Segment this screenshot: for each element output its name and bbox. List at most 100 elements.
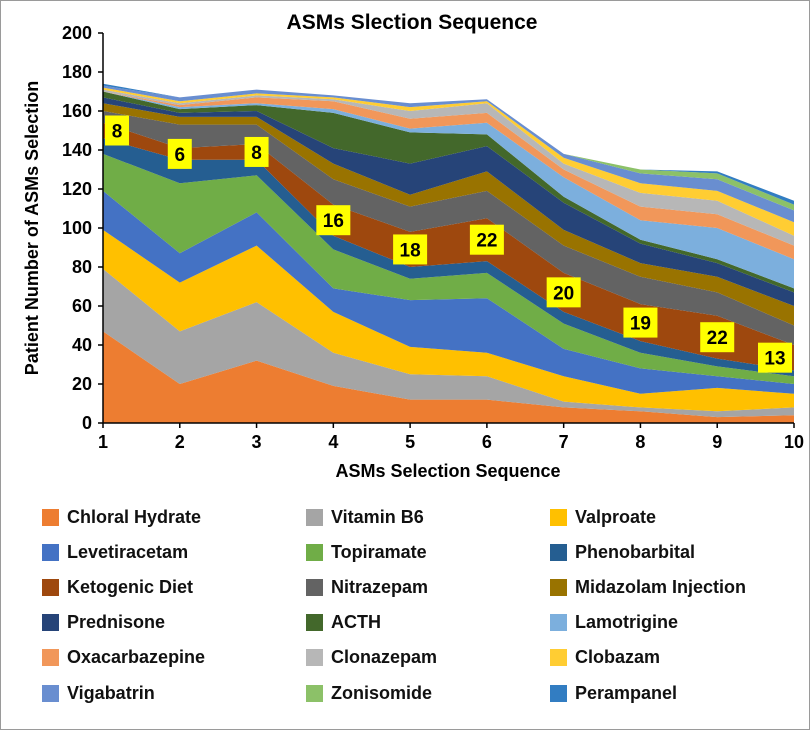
annotation-label: 20 <box>546 277 581 308</box>
y-tick-label: 80 <box>72 257 92 277</box>
legend-item: Prednisone <box>42 611 165 635</box>
y-tick-label: 140 <box>62 140 92 160</box>
legend-item: Clobazam <box>550 646 660 670</box>
legend-label: Chloral Hydrate <box>67 506 202 527</box>
legend-swatch <box>306 578 323 596</box>
x-tick-label: 2 <box>175 432 185 452</box>
x-tick-label: 10 <box>784 432 804 452</box>
annotation-text: 8 <box>251 143 262 164</box>
legend-label: Vigabatrin <box>67 682 155 703</box>
legend-swatch <box>42 614 59 632</box>
annotation-label: 8 <box>105 115 129 146</box>
legend-item: ACTH <box>306 611 381 635</box>
legend-label: Midazolam Injection <box>575 576 747 597</box>
legend-item: Vitamin B6 <box>306 505 424 529</box>
legend-swatch <box>306 543 323 561</box>
legend-item: Ketogenic Diet <box>42 575 193 599</box>
legend-item: Midazolam Injection <box>550 575 746 599</box>
axes: 0 20 40 60 80 100 120 140 160 180 200 1 2 3 4 5 6 7 8 9 10 <box>62 23 804 452</box>
x-tick-label: 3 <box>252 432 262 452</box>
y-tick-label: 0 <box>82 413 92 433</box>
area-vitamin-b6 <box>103 268 794 418</box>
annotation-text: 19 <box>630 314 651 335</box>
legend-swatch <box>42 578 59 596</box>
annotation-text: 6 <box>174 145 185 166</box>
y-tick-label: 200 <box>62 23 92 43</box>
annotation-box <box>105 115 129 146</box>
annotation-text: 16 <box>323 211 344 232</box>
legend-label: Valproate <box>575 506 657 527</box>
legend-label: Phenobarbital <box>575 541 696 562</box>
legend-item: Zonisomide <box>306 681 432 705</box>
area-vigabatrin <box>103 85 794 223</box>
annotation-box <box>469 224 504 255</box>
legend-label: Clonazepam <box>331 647 438 668</box>
annotation-text: 18 <box>400 240 421 261</box>
y-tick-label: 60 <box>72 296 92 316</box>
annotation-box <box>546 277 581 308</box>
legend-label: Oxacarbazepine <box>67 647 206 668</box>
annotation-label: 18 <box>393 234 428 265</box>
legend-item: Clonazepam <box>306 646 437 670</box>
legend-swatch <box>42 543 59 561</box>
area-chloral-hydrate <box>103 331 794 423</box>
x-tick-label: 1 <box>98 432 108 452</box>
annotation-label: 8 <box>244 136 269 167</box>
legend-item: Valproate <box>550 505 656 529</box>
legend-item: Lamotrigine <box>550 611 678 635</box>
y-tick-label: 160 <box>62 101 92 121</box>
area-lamotrigine <box>103 91 794 289</box>
x-tick-label: 9 <box>712 432 722 452</box>
annotation-label: 22 <box>700 322 735 353</box>
annotation-label: 16 <box>316 205 351 236</box>
x-tick-label: 5 <box>405 432 415 452</box>
annotation-text: 22 <box>707 328 728 349</box>
area-ketogenic-diet <box>103 122 794 371</box>
y-tick-label: 100 <box>62 218 92 238</box>
y-tick-label: 40 <box>72 335 92 355</box>
annotation-box <box>700 322 735 353</box>
legend-swatch <box>306 508 323 526</box>
area-valproate <box>103 229 794 412</box>
legend-swatch <box>550 649 567 667</box>
legend: Chloral Hydrate Vitamin B6 Valproate Leveti… <box>42 505 802 715</box>
x-tick-label: 6 <box>482 432 492 452</box>
legend-item: Levetiracetam <box>42 540 188 564</box>
legend-swatch <box>306 649 323 667</box>
legend-swatch <box>306 684 323 702</box>
chart-title: ASMs Slection Sequence <box>287 11 538 34</box>
legend-item: Chloral Hydrate <box>42 505 201 529</box>
x-tick-label: 8 <box>635 432 645 452</box>
legend-item: Oxacarbazepine <box>42 646 205 670</box>
legend-item: Nitrazepam <box>306 575 428 599</box>
legend-swatch <box>550 684 567 702</box>
annotation-box <box>623 307 658 338</box>
annotation-text: 22 <box>476 231 497 252</box>
y-tick-label: 120 <box>62 179 92 199</box>
legend-swatch <box>550 543 567 561</box>
annotation-label: 6 <box>167 138 192 169</box>
legend-label: Clobazam <box>575 647 661 668</box>
annotation-label: 13 <box>758 342 792 373</box>
area-nitrazepam <box>103 111 794 345</box>
area-prednisone <box>103 97 794 307</box>
legend-label: Zonisomide <box>331 682 433 703</box>
legend-item: Topiramate <box>306 540 427 564</box>
annotation-text: 20 <box>553 283 574 304</box>
annotation-layer: 8 6 8 16 18 22 20 19 22 13 <box>105 115 792 373</box>
legend-item: Phenobarbital <box>550 540 695 564</box>
annotation-text: 13 <box>764 349 785 370</box>
annotation-box <box>316 205 351 236</box>
x-tick-label: 7 <box>559 432 569 452</box>
legend-swatch <box>42 684 59 702</box>
area-topiramate <box>103 153 794 384</box>
annotation-box <box>244 136 269 167</box>
legend-label: Ketogenic Diet <box>67 576 194 597</box>
legend-swatch <box>550 614 567 632</box>
legend-swatch <box>550 578 567 596</box>
legend-label: Lamotrigine <box>575 612 679 633</box>
area-oxacarbazepine <box>103 91 794 260</box>
legend-item: Perampanel <box>550 681 677 705</box>
legend-label: Nitrazepam <box>331 576 429 597</box>
y-tick-label: 20 <box>72 374 92 394</box>
